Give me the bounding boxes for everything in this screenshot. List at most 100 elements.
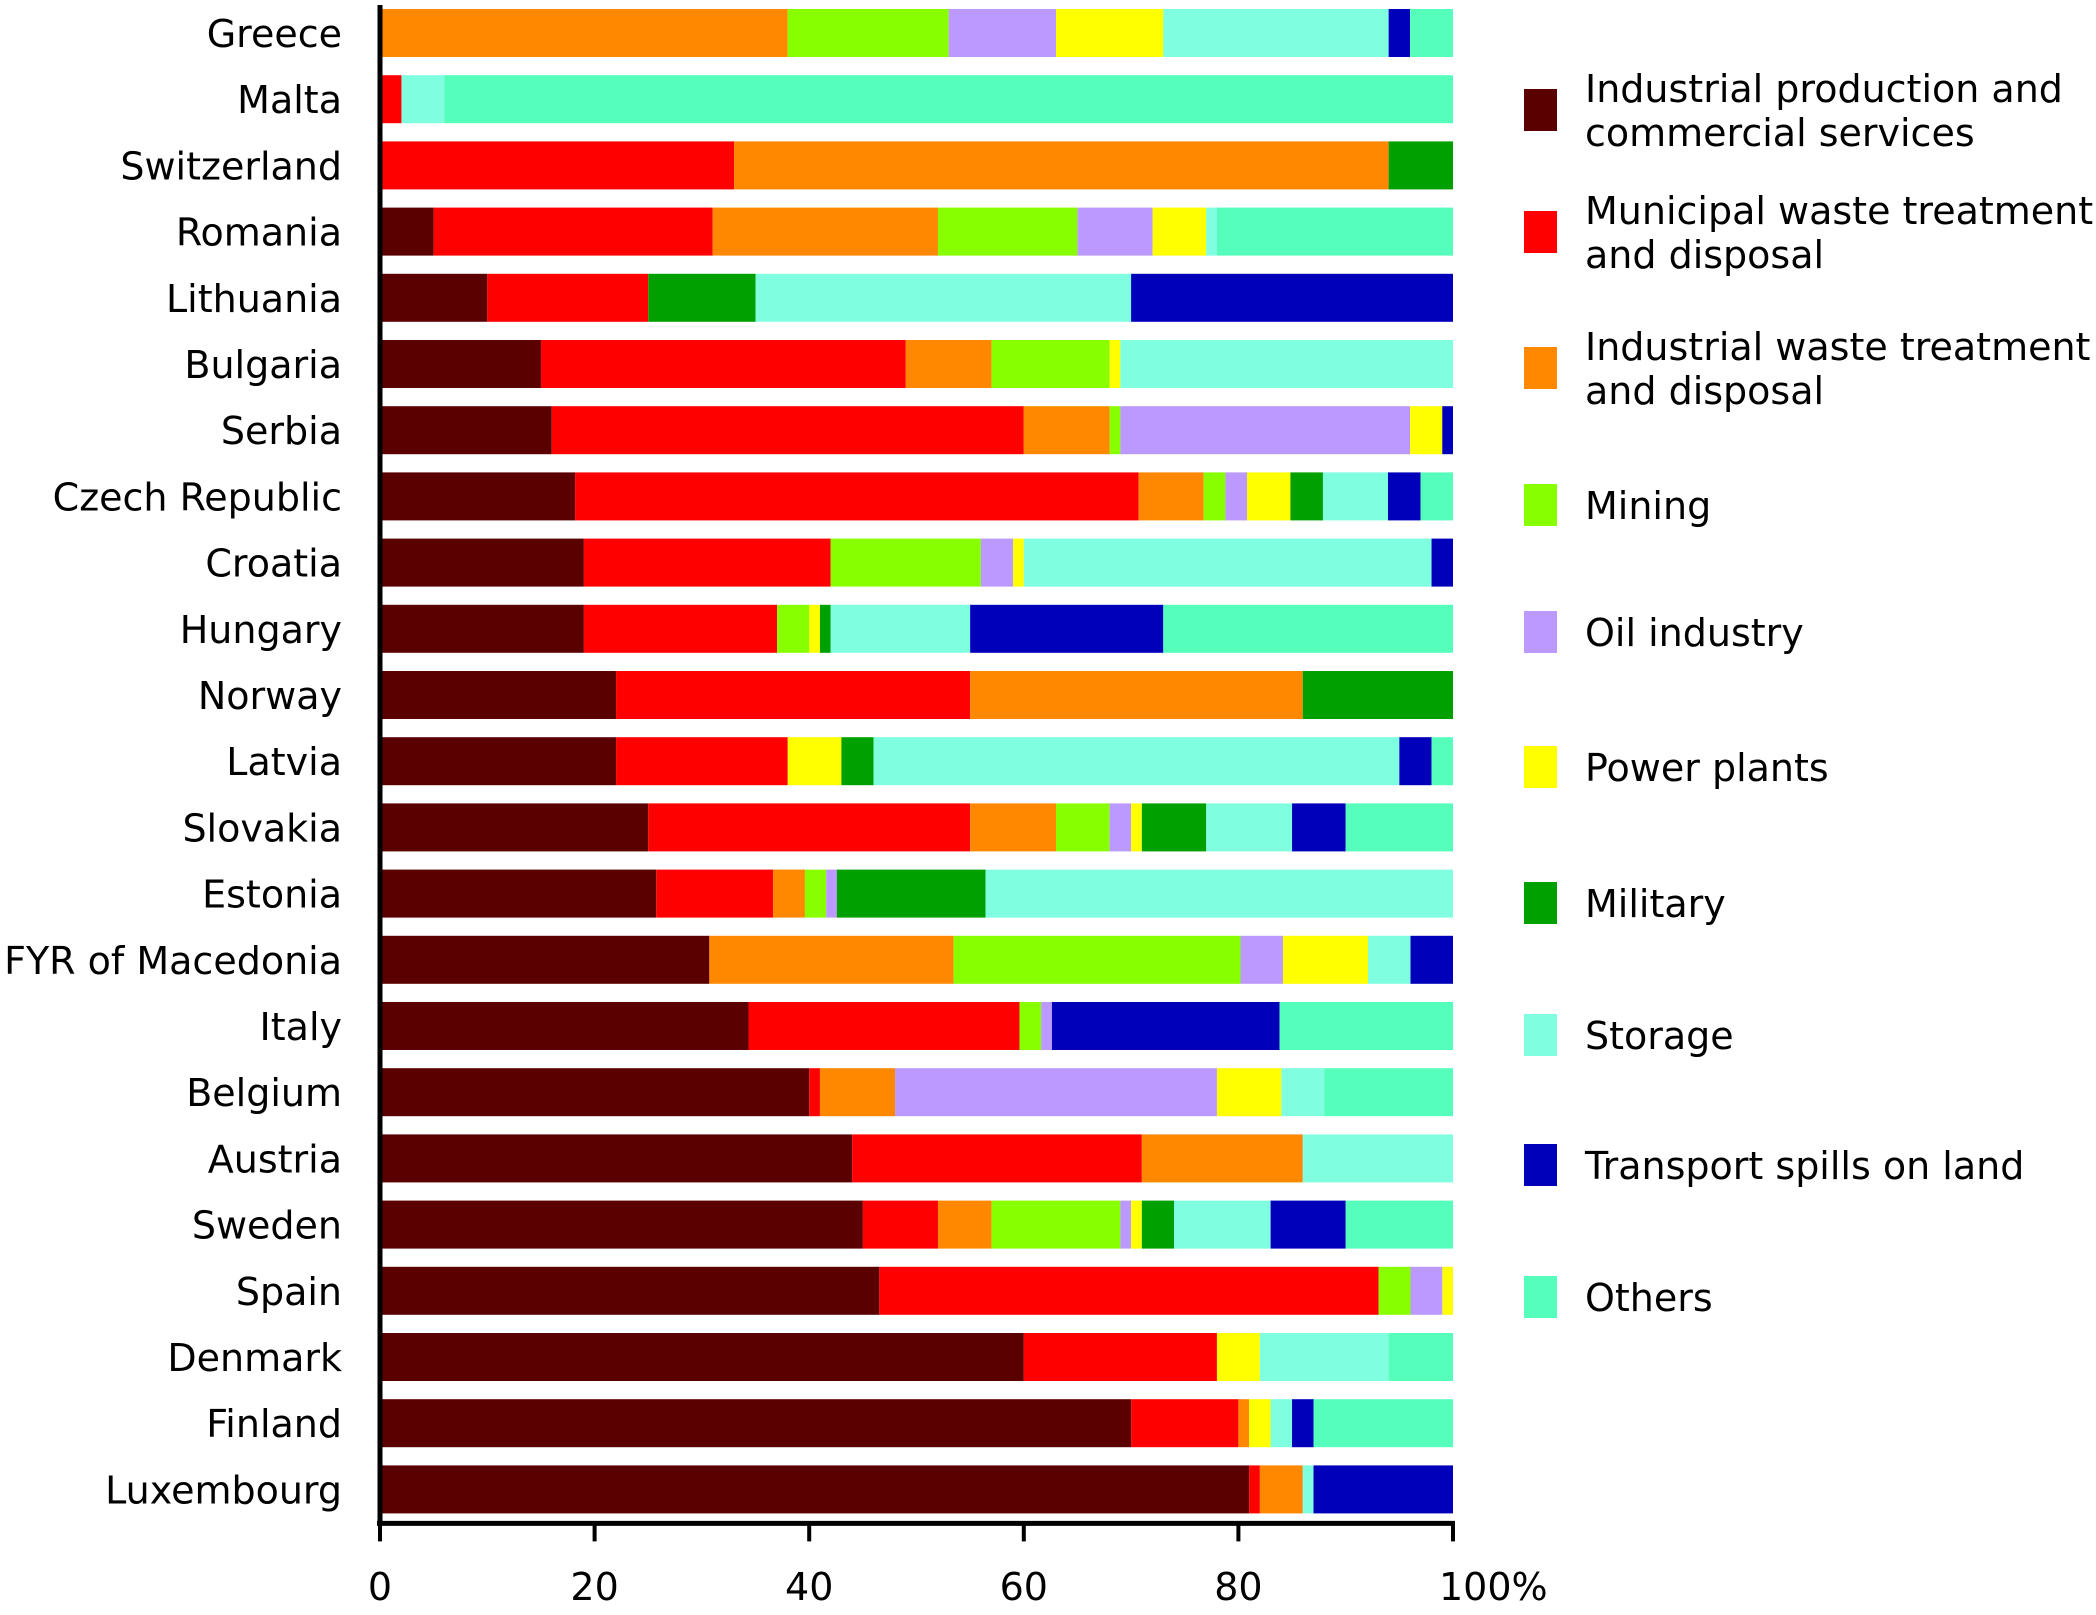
legend-label-storage: Storage	[1585, 1014, 1734, 1058]
bar-segment-sweden-storage	[1174, 1200, 1271, 1249]
legend-label-industrial-production-and-commercial-services: Industrial production and commercial serv…	[1585, 67, 2063, 155]
bar-segment-luxembourg-industrial-production-and-commercial-services	[380, 1465, 1250, 1514]
bar-segment-finland-industrial-waste-treatment-and-disposal	[1238, 1399, 1250, 1448]
bar-segment-italy-industrial-production-and-commercial-services	[380, 1002, 749, 1050]
bar-segment-belgium-industrial-waste-treatment-and-disposal	[819, 1068, 896, 1117]
x-tick-label-40: 40	[785, 1565, 833, 1609]
bar-segment-slovakia-industrial-production-and-commercial-services	[380, 803, 649, 852]
category-label-norway: Norway	[198, 674, 342, 718]
bar-segment-czech-republic-transport-spills-on-land	[1387, 472, 1421, 521]
bar-segment-slovakia-municipal-waste-treatment-and-disposal	[648, 803, 971, 852]
bar-segment-spain-power-plants	[1442, 1266, 1453, 1315]
bar-segment-austria-industrial-waste-treatment-and-disposal	[1141, 1134, 1303, 1183]
bar-segment-greece-storage	[1163, 9, 1389, 57]
bar-segment-serbia-municipal-waste-treatment-and-disposal	[551, 406, 1024, 455]
legend-swatch-mining	[1524, 484, 1557, 526]
bar-segment-hungary-transport-spills-on-land	[970, 604, 1164, 653]
bar-segment-switzerland-industrial-waste-treatment-and-disposal	[734, 141, 1389, 190]
bar-segment-denmark-industrial-production-and-commercial-services	[380, 1333, 1024, 1381]
bar-segment-malta-storage	[401, 75, 445, 124]
legend-item-transport-spills-on-land: Transport spills on land	[1524, 1144, 2024, 1188]
legend-label-municipal-waste-treatment-and-disposal: Municipal waste treatment and disposal	[1585, 189, 2093, 277]
category-label-latvia: Latvia	[226, 740, 342, 784]
bar-row-serbia	[380, 406, 1453, 455]
bar-segment-malta-municipal-waste-treatment-and-disposal	[380, 75, 402, 124]
bar-segment-italy-municipal-waste-treatment-and-disposal	[748, 1002, 1020, 1050]
bar-row-luxembourg	[380, 1465, 1453, 1514]
legend-swatch-industrial-production-and-commercial-services	[1524, 89, 1557, 131]
bar-segment-hungary-industrial-production-and-commercial-services	[380, 604, 584, 653]
bar-segment-spain-oil-industry	[1410, 1266, 1443, 1315]
bar-row-hungary	[380, 604, 1453, 653]
bar-segment-norway-industrial-waste-treatment-and-disposal	[970, 671, 1303, 719]
bar-segment-norway-municipal-waste-treatment-and-disposal	[616, 671, 971, 719]
category-label-luxembourg: Luxembourg	[105, 1468, 342, 1512]
bar-segment-croatia-mining	[830, 538, 981, 587]
legend-item-power-plants: Power plants	[1524, 746, 1829, 790]
bar-segment-norway-military	[1302, 671, 1453, 719]
bar-segment-sweden-industrial-production-and-commercial-services	[380, 1200, 863, 1249]
bar-segment-lithuania-storage	[755, 273, 1132, 322]
bar-segment-bulgaria-municipal-waste-treatment-and-disposal	[540, 340, 906, 388]
bar-segment-sweden-power-plants	[1131, 1200, 1142, 1249]
bar-segment-bulgaria-mining	[991, 340, 1110, 388]
bar-segment-luxembourg-municipal-waste-treatment-and-disposal	[1249, 1465, 1260, 1514]
legend-label-oil-industry: Oil industry	[1585, 611, 1804, 655]
bar-segment-estonia-industrial-production-and-commercial-services	[380, 869, 657, 918]
bar-segment-latvia-military	[841, 737, 874, 786]
category-label-switzerland: Switzerland	[120, 144, 342, 188]
bar-segment-finland-municipal-waste-treatment-and-disposal	[1131, 1399, 1239, 1448]
bar-segment-lithuania-transport-spills-on-land	[1131, 273, 1453, 322]
bar-segment-croatia-municipal-waste-treatment-and-disposal	[583, 538, 831, 587]
bar-segment-bulgaria-industrial-production-and-commercial-services	[380, 340, 541, 388]
bar-segment-denmark-storage	[1259, 1333, 1389, 1381]
bar-segment-serbia-transport-spills-on-land	[1442, 406, 1453, 455]
bar-segment-malta-others	[444, 75, 1453, 124]
bar-segment-luxembourg-transport-spills-on-land	[1313, 1465, 1453, 1514]
bar-row-italy	[380, 1002, 1453, 1050]
bar-row-croatia	[380, 538, 1453, 587]
bar-row-malta	[380, 75, 1453, 124]
bar-segment-luxembourg-industrial-waste-treatment-and-disposal	[1259, 1465, 1303, 1514]
legend-item-others: Others	[1524, 1276, 1713, 1320]
legend: Industrial production and commercial serv…	[1524, 67, 2093, 1320]
legend-swatch-storage	[1524, 1014, 1557, 1056]
bar-segment-serbia-mining	[1109, 406, 1121, 455]
bar-segment-fyr-of-macedonia-transport-spills-on-land	[1410, 935, 1453, 984]
bar-segment-hungary-others	[1163, 604, 1453, 653]
bars-layer	[380, 9, 1453, 1514]
bar-segment-estonia-storage	[985, 869, 1453, 918]
legend-item-oil-industry: Oil industry	[1524, 611, 1804, 655]
bar-segment-latvia-industrial-production-and-commercial-services	[380, 737, 617, 786]
bar-segment-czech-republic-industrial-production-and-commercial-services	[380, 472, 576, 521]
category-label-lithuania: Lithuania	[166, 277, 342, 321]
bar-row-finland	[380, 1399, 1453, 1448]
legend-label-transport-spills-on-land: Transport spills on land	[1584, 1144, 2024, 1188]
axis-layer	[377, 5, 1455, 1542]
bar-row-lithuania	[380, 273, 1453, 322]
bar-segment-italy-transport-spills-on-land	[1051, 1002, 1280, 1050]
bar-segment-sweden-oil-industry	[1120, 1200, 1132, 1249]
bar-segment-romania-mining	[937, 207, 1078, 256]
bar-segment-estonia-municipal-waste-treatment-and-disposal	[656, 869, 774, 918]
bar-segment-romania-municipal-waste-treatment-and-disposal	[433, 207, 713, 256]
bar-segment-fyr-of-macedonia-power-plants	[1283, 935, 1369, 984]
bar-segment-fyr-of-macedonia-mining	[953, 935, 1241, 984]
category-label-hungary: Hungary	[180, 608, 342, 652]
bar-segment-sweden-transport-spills-on-land	[1270, 1200, 1346, 1249]
category-label-belgium: Belgium	[186, 1071, 342, 1115]
bar-segment-croatia-industrial-production-and-commercial-services	[380, 538, 584, 587]
bar-segment-austria-municipal-waste-treatment-and-disposal	[852, 1134, 1142, 1183]
bar-row-belgium	[380, 1068, 1453, 1117]
bar-row-romania	[380, 207, 1453, 256]
bar-segment-slovakia-transport-spills-on-land	[1292, 803, 1346, 852]
legend-label-power-plants: Power plants	[1585, 746, 1829, 790]
bar-segment-serbia-oil-industry	[1120, 406, 1411, 455]
bar-segment-austria-storage	[1302, 1134, 1453, 1183]
legend-item-military: Military	[1524, 882, 1726, 926]
bar-segment-czech-republic-mining	[1203, 472, 1226, 521]
bar-row-spain	[380, 1266, 1453, 1315]
bar-segment-czech-republic-power-plants	[1247, 472, 1291, 521]
x-tick-labels: 0 20 40 60 80 100%	[368, 1565, 1548, 1609]
bar-segment-romania-industrial-production-and-commercial-services	[380, 207, 434, 256]
